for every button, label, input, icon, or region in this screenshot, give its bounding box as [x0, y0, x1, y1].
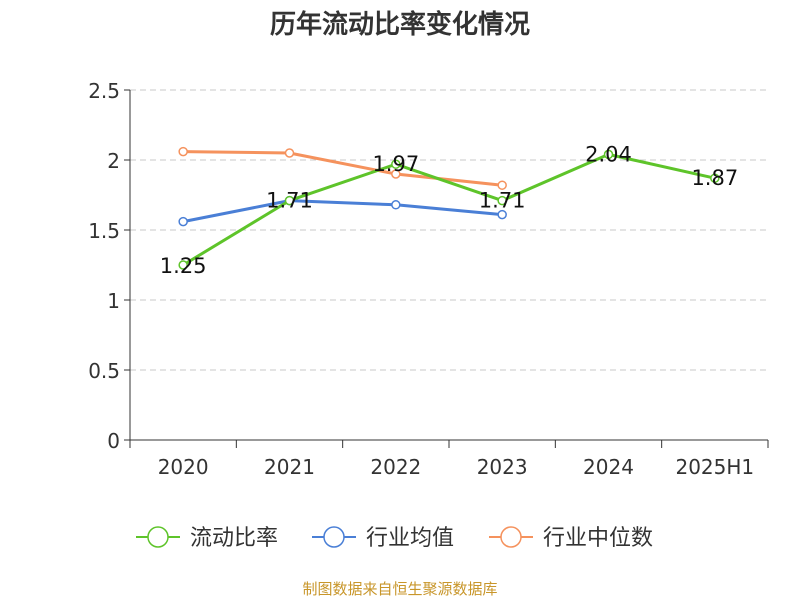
data-point: [284, 148, 295, 158]
y-tick-label: 1.5: [88, 219, 120, 243]
legend-item: 行业均值: [312, 526, 454, 551]
series-line: [183, 150, 503, 187]
x-tick-label: 2020: [158, 455, 209, 479]
data-point: [710, 173, 720, 183]
legend: 流动比率 行业均值 行业中位数: [136, 526, 653, 551]
y-tick-label: 2: [107, 149, 120, 173]
x-tick-label: 2024: [583, 455, 634, 479]
data-point: [178, 146, 188, 157]
data-labels: 1.25 1.71 1.97 1.71 2.04 1.87: [160, 142, 738, 278]
series-industry-median: [178, 146, 507, 190]
legend-marker: [500, 526, 522, 548]
data-label: 1.71: [479, 189, 526, 213]
legend-item: 行业中位数: [489, 526, 653, 551]
series-industry-mean: [178, 195, 507, 227]
legend-marker: [323, 526, 345, 548]
data-point: [497, 209, 507, 220]
source-footnote: 制图数据来自恒生聚源数据库: [302, 580, 498, 598]
data-label: 1.87: [691, 166, 738, 190]
data-label: 1.97: [372, 152, 419, 176]
x-tick-label: 2021: [264, 455, 315, 479]
legend-label: 行业中位数: [543, 526, 653, 551]
grid-lines: [130, 89, 768, 371]
data-label: 2.04: [585, 142, 632, 166]
x-tick-label: 2023: [477, 455, 528, 479]
data-point: [497, 195, 507, 206]
x-tick-label: 2025H1: [675, 455, 754, 479]
series-line: [182, 152, 716, 267]
legend-label: 行业均值: [366, 526, 454, 551]
data-label: 1.71: [266, 189, 313, 213]
y-tick-label: 0: [107, 429, 120, 453]
y-tick-label: 0.5: [88, 359, 120, 383]
data-point: [391, 200, 401, 210]
axes: 0 0.5 1 1.5 2 2.5 2020 2021 2022 2023 2024 2025H1: [88, 79, 769, 479]
legend-marker: [147, 526, 169, 548]
y-tick-label: 1: [107, 289, 120, 313]
x-tick-label: 2022: [370, 455, 421, 479]
data-point: [284, 195, 295, 206]
series-current-ratio: [178, 149, 720, 270]
data-label: 1.25: [160, 254, 207, 278]
chart-title: 历年流动比率变化情况: [269, 10, 530, 40]
data-point: [391, 159, 401, 169]
series-lines: [178, 146, 720, 270]
data-point: [497, 180, 507, 190]
legend-label: 流动比率: [190, 526, 278, 551]
data-point: [178, 216, 188, 227]
y-tick-label: 2.5: [88, 79, 120, 103]
data-point: [178, 260, 188, 270]
legend-item: 流动比率: [136, 526, 278, 551]
data-point: [391, 169, 401, 179]
series-line: [182, 199, 503, 224]
data-point: [603, 149, 614, 160]
